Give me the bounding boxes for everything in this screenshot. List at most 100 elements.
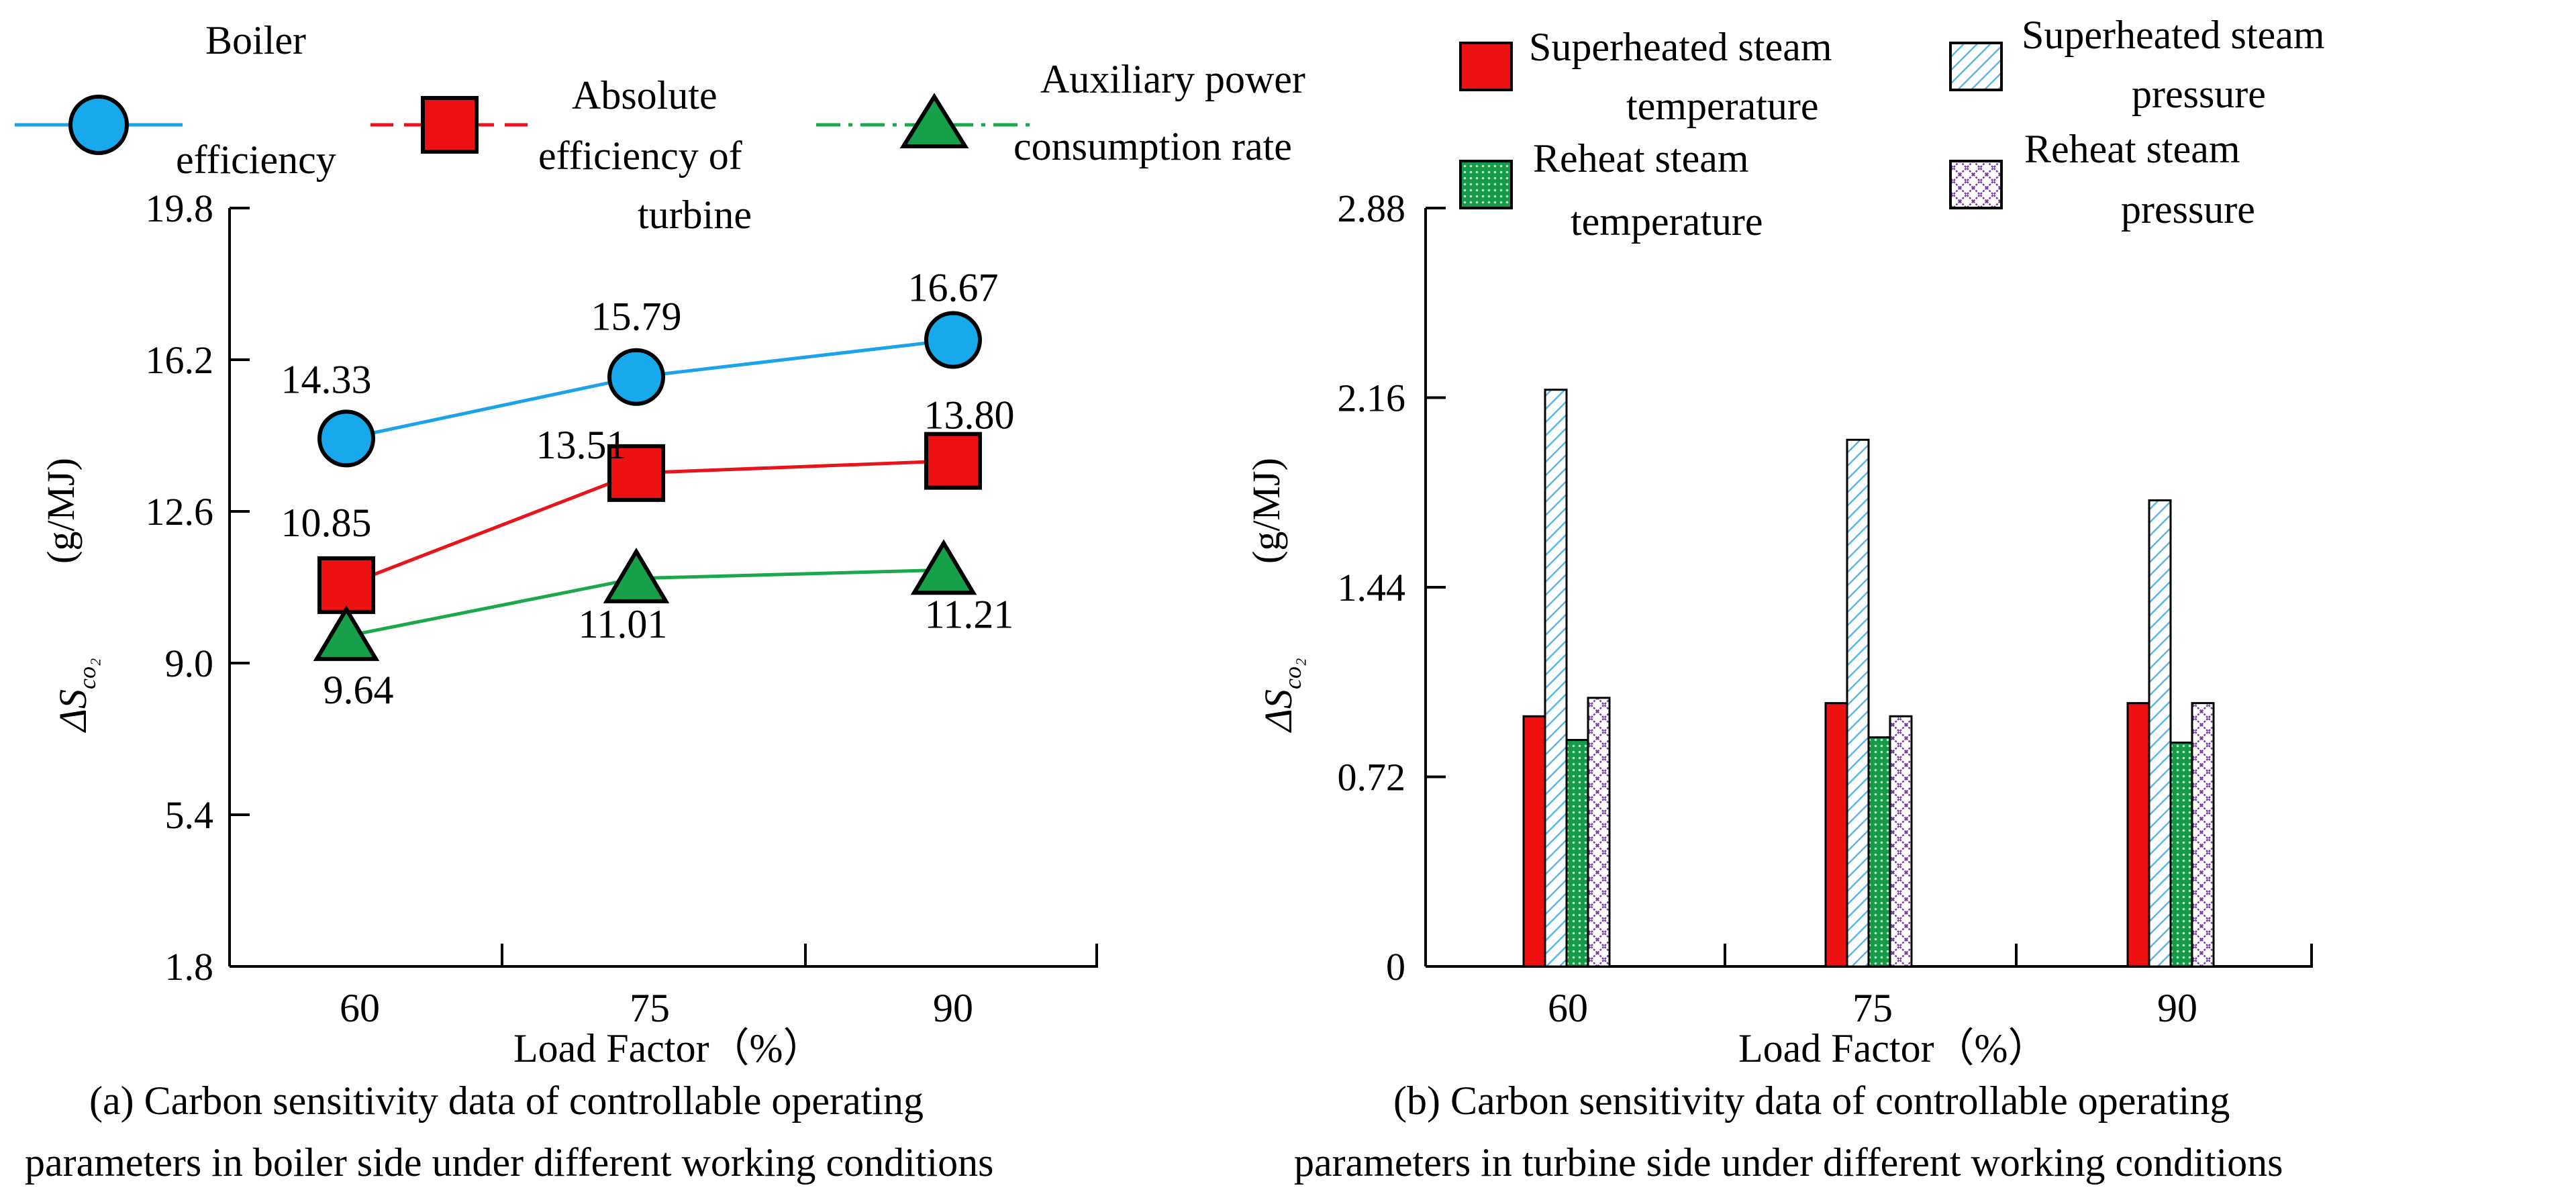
caption-a-line-1: (a) Carbon sensitivity data of controlla… (89, 1079, 924, 1123)
legend-sh-pres: Superheated steam pressure (1949, 13, 2325, 116)
legend-aux-label-2: consumption rate (1013, 124, 1292, 168)
x-tick-label-a: 90 (933, 986, 973, 1030)
y-axis-title-a: ΔSco₂ (g/MJ) (39, 458, 101, 733)
bar-reheat-pressure (2191, 702, 2215, 968)
data-point-circle (607, 348, 665, 406)
data-label: 13.80 (924, 393, 1015, 438)
x-axis-title-b: Load Factor（%） (1738, 1026, 2048, 1070)
legend-rh-pres-label-2: pressure (2121, 187, 2255, 232)
legend-sh-temp: Superheated steam temperature (1459, 25, 1832, 128)
legend-boiler-marker (68, 95, 129, 155)
y-title-prefix-a: ΔS (51, 689, 95, 733)
y-title-unit-a: (g/MJ) (39, 458, 83, 564)
legend-sh-pres-label-1: Superheated steam (2022, 13, 2325, 57)
legend-rh-pres-swatch (1949, 160, 2003, 209)
x-tick-labels-b: 60 75 90 (1548, 986, 2197, 1030)
y-tick-label-b: 2.16 (1338, 377, 1406, 420)
data-point-square (317, 556, 375, 614)
legend-boiler-label-1: Boiler (205, 18, 306, 62)
data-label: 13.51 (536, 423, 627, 467)
legend-turbine-marker (421, 96, 479, 154)
bar-superheated-temperature (1824, 702, 1848, 968)
legend-aux-label-1: Auxiliary power (1040, 57, 1305, 101)
y-tick-label-a: 19.8 (146, 187, 214, 230)
data-label: 9.64 (324, 668, 394, 712)
data-point-circle (317, 409, 375, 468)
bar-superheated-temperature (2126, 702, 2150, 968)
data-point-triangle (910, 539, 977, 595)
y-ticks-b: 2.88 2.16 1.44 0.72 0 (1338, 187, 1446, 989)
y-ticks-a: 19.8 16.2 12.6 9.0 5.4 1.8 (146, 187, 250, 989)
legend-sh-pres-swatch (1949, 42, 2003, 91)
y-tick-label-a: 1.8 (165, 945, 214, 989)
legend-boiler-label-2: efficiency (176, 138, 336, 182)
legend-rh-temp-label-2: temperature (1571, 199, 1763, 244)
x-tick-label-b: 90 (2157, 986, 2197, 1030)
x-tick-label-a: 60 (340, 986, 380, 1030)
data-point-triangle (603, 547, 670, 603)
caption-b-line-2: parameters in turbine side under differe… (1294, 1140, 2283, 1185)
x-tick-labels-a: 60 75 90 (340, 986, 973, 1030)
bar-reheat-pressure (1587, 697, 1611, 968)
y-title-sub-b: co₂ (1279, 658, 1306, 689)
data-label: 10.85 (281, 501, 372, 545)
legend-turbine-label-1: Absolute (572, 73, 717, 117)
bar-superheated-pressure (2148, 499, 2172, 968)
data-point-square (924, 432, 982, 490)
legend-a: Boiler efficiency Absolute efficiency of… (15, 18, 1305, 237)
bar-superheated-pressure (1846, 438, 1870, 968)
legend-b: Superheated steam temperature Superheate… (1459, 13, 2325, 244)
legend-aux-marker (899, 93, 969, 148)
y-tick-label-a: 9.0 (165, 642, 214, 685)
svg-text:ΔSco₂: ΔSco₂ (51, 658, 101, 733)
y-tick-label-a: 5.4 (165, 793, 214, 837)
data-label: 16.67 (908, 265, 999, 309)
bar-superheated-pressure (1544, 389, 1568, 968)
y-tick-label-b: 2.88 (1338, 187, 1406, 230)
data-point-square (607, 444, 665, 502)
y-title-sub-a: co₂ (74, 658, 101, 689)
bar-reheat-temperature (1565, 739, 1589, 968)
bar-reheat-temperature (2169, 741, 2193, 968)
legend-rh-pres: Reheat steam pressure (1949, 127, 2255, 232)
legend-sh-temp-label-1: Superheated steam (1529, 25, 1832, 69)
legend-turbine-label-3: turbine (638, 193, 752, 237)
legend-rh-temp-swatch (1459, 160, 1513, 209)
data-point-circle (924, 311, 982, 369)
x-axis-title-a: Load Factor（%） (513, 1026, 824, 1070)
legend-boiler-efficiency: Boiler efficiency (15, 18, 336, 182)
legend-rh-temp-label-1: Reheat steam (1533, 136, 1749, 181)
legend-auxiliary-power: Auxiliary power consumption rate (816, 57, 1305, 168)
y-axis-title-b: ΔSco₂ (g/MJ) (1244, 458, 1306, 733)
legend-sh-temp-label-2: temperature (1626, 84, 1819, 128)
y-title-unit-b: (g/MJ) (1244, 458, 1288, 564)
y-tick-label-b: 0.72 (1338, 756, 1406, 799)
y-title-prefix-b: ΔS (1256, 689, 1300, 733)
data-label: 15.79 (591, 295, 682, 339)
bar-reheat-temperature (1867, 736, 1891, 968)
data-label: 11.01 (579, 602, 668, 646)
caption-b-line-1: (b) Carbon sensitivity data of controlla… (1393, 1079, 2230, 1123)
legend-turbine-efficiency: Absolute efficiency of turbine (370, 73, 752, 237)
legend-sh-pres-label-2: pressure (2132, 72, 2266, 116)
data-label: 14.33 (281, 357, 372, 401)
x-tick-label-b: 60 (1548, 986, 1588, 1030)
caption-a-line-2: parameters in boiler side under differen… (25, 1140, 994, 1185)
y-tick-label-b: 0 (1386, 945, 1405, 989)
legend-rh-temp: Reheat steam temperature (1459, 136, 1763, 244)
svg-text:ΔSco₂: ΔSco₂ (1256, 658, 1306, 733)
x-tick-label-a: 75 (630, 986, 670, 1030)
panel-b: Superheated steam temperature Superheate… (1244, 13, 2325, 1185)
panel-a: Boiler efficiency Absolute efficiency of… (15, 18, 1305, 1185)
x-tick-label-b: 75 (1852, 986, 1893, 1030)
y-tick-label-a: 12.6 (146, 490, 214, 534)
y-tick-label-b: 1.44 (1338, 566, 1406, 609)
plot-area-a: 14.33 15.79 16.67 10.85 13.51 13.80 9.64 11.01 1… (281, 265, 1015, 711)
data-label: 11.21 (925, 592, 1014, 636)
axes-a: 19.8 16.2 12.6 9.0 5.4 1.8 60 75 90 Load Factor… (39, 187, 1098, 1070)
data-point-triangle (313, 605, 380, 661)
bar-superheated-temperature (1522, 715, 1546, 968)
legend-rh-pres-label-1: Reheat steam (2024, 127, 2240, 171)
y-tick-label-a: 16.2 (146, 338, 214, 382)
